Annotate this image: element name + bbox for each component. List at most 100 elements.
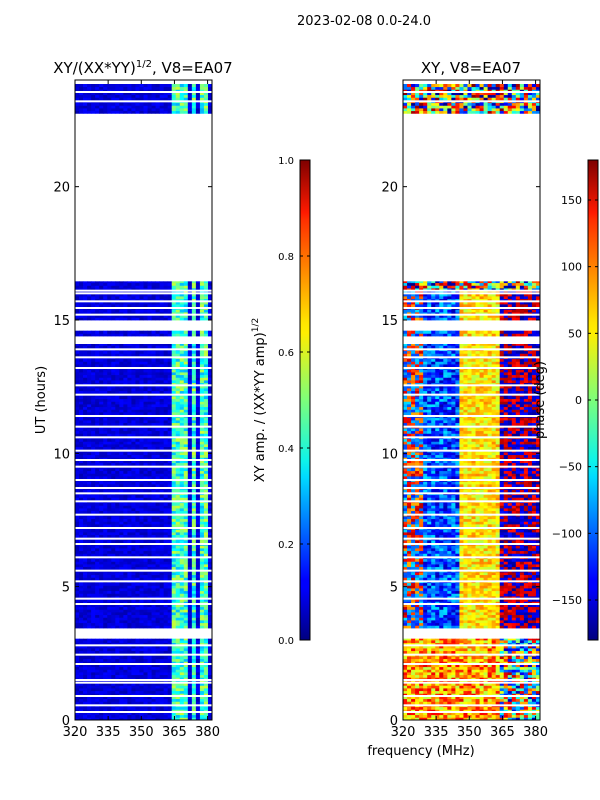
amp-heatmap-cell	[127, 369, 132, 373]
amp-heatmap-cell	[139, 417, 144, 421]
amp-heatmap-cell	[183, 508, 189, 512]
amp-heatmap-cell	[127, 377, 132, 381]
amp-heatmap-cell	[139, 612, 144, 616]
amp-heatmap-cell	[151, 377, 156, 381]
amp-heatmap-cell	[179, 666, 185, 670]
amp-heatmap-cell	[155, 656, 161, 660]
amp-heatmap-cell	[131, 462, 136, 466]
amp-heatmap-cell	[155, 666, 161, 670]
amp-heatmap-cell	[123, 433, 128, 437]
amp-heatmap-cell	[135, 406, 140, 410]
amp-heatmap-cell	[131, 516, 136, 520]
amp-heatmap-cell	[123, 358, 128, 362]
amp-heatmap-cell	[87, 685, 92, 689]
amp-heatmap-cell	[143, 614, 148, 618]
amp-heatmap-cell	[187, 333, 193, 337]
amp-heatmap-cell	[75, 309, 80, 313]
amp-heatmap-cell	[87, 582, 92, 586]
amp-heatmap-cell	[183, 550, 189, 554]
amp-heatmap-cell	[163, 524, 169, 528]
amp-heatmap-cell	[95, 672, 100, 676]
amp-heatmap-cell	[135, 666, 140, 670]
amp-heatmap-cell	[151, 566, 156, 570]
amp-heatmap-cell	[175, 441, 181, 445]
amp-heatmap-cell	[179, 674, 185, 678]
amp-heatmap-cell	[187, 494, 193, 498]
amp-heatmap-cell	[83, 574, 88, 578]
amp-heatmap-cell	[135, 680, 140, 684]
amp-heatmap-cell	[103, 374, 108, 378]
amp-heatmap-cell	[167, 396, 173, 400]
amp-heatmap-cell	[111, 598, 116, 602]
amp-heatmap-cell	[187, 642, 193, 646]
amp-heatmap-cell	[179, 344, 185, 346]
amp-heatmap-cell	[75, 553, 80, 557]
amp-heatmap-cell	[87, 534, 92, 538]
amp-heatmap-cell	[87, 344, 92, 346]
amp-heatmap-cell	[131, 333, 136, 337]
amp-heatmap-cell	[163, 709, 169, 713]
amp-heatmap-cell	[147, 484, 152, 488]
amp-heatmap-cell	[163, 372, 169, 376]
amp-heatmap-cell	[183, 462, 189, 466]
amp-heatmap-cell	[107, 510, 112, 514]
amp-heatmap-cell	[183, 304, 189, 308]
amp-heatmap-cell	[159, 656, 165, 660]
amp-heatmap-cell	[175, 548, 181, 552]
amp-heatmap-cell	[131, 550, 136, 554]
amp-heatmap-cell	[119, 612, 124, 616]
amp-heatmap-cell	[135, 614, 140, 618]
amp-heatmap-cell	[79, 709, 84, 713]
amp-heatmap-cell	[75, 304, 80, 308]
amp-heatmap-cell	[95, 304, 100, 308]
amp-heatmap-cell	[179, 312, 185, 316]
amp-heatmap-cell	[207, 412, 213, 416]
amp-heatmap-cell	[155, 460, 161, 464]
amp-heatmap-cell	[163, 690, 169, 694]
amp-heatmap-cell	[135, 709, 140, 713]
amp-heatmap-cell	[79, 669, 84, 673]
amp-heatmap-cell	[119, 598, 124, 602]
amp-heatmap-cell	[135, 364, 140, 368]
amp-heatmap-cell	[111, 446, 116, 450]
amp-heatmap-cell	[135, 454, 140, 458]
amp-heatmap-cell	[151, 548, 156, 552]
amp-heatmap-cell	[79, 582, 84, 586]
amp-heatmap-cell	[147, 369, 152, 373]
amp-heatmap-cell	[139, 516, 144, 520]
amp-heatmap-cell	[123, 685, 128, 689]
amp-heatmap-cell	[175, 524, 181, 528]
amp-heatmap-cell	[79, 572, 84, 576]
amp-heatmap-cell	[87, 345, 92, 349]
amp-heatmap-cell	[75, 518, 80, 522]
amp-heatmap-cell	[143, 680, 148, 684]
amp-heatmap-cell	[95, 470, 100, 474]
amp-heatmap-cell	[139, 494, 144, 498]
amp-heatmap-cell	[179, 682, 185, 686]
amp-heatmap-cell	[111, 564, 116, 568]
amp-heatmap-cell	[103, 468, 108, 472]
amp-heatmap-cell	[171, 361, 177, 365]
amp-heatmap-cell	[183, 382, 189, 386]
amp-heatmap-cell	[155, 680, 161, 684]
amp-heatmap-cell	[155, 473, 161, 477]
amp-heatmap-cell	[75, 666, 80, 670]
amp-heatmap-cell	[203, 564, 209, 568]
amp-heatmap-cell	[187, 505, 193, 509]
amp-heatmap-cell	[119, 462, 124, 466]
amp-heatmap-cell	[155, 685, 161, 689]
amp-heatmap-cell	[207, 553, 213, 557]
amp-heatmap-cell	[183, 601, 189, 605]
amp-heatmap-cell	[131, 672, 136, 676]
amp-heatmap-cell	[199, 696, 205, 700]
amp-heatmap-cell	[199, 717, 205, 721]
amp-heatmap-cell	[179, 505, 185, 509]
amp-heatmap-cell	[83, 377, 88, 381]
amp-heatmap-cell	[179, 638, 185, 641]
amp-heatmap-cell	[143, 596, 148, 600]
amp-heatmap-cell	[87, 438, 92, 442]
amp-heatmap-cell	[163, 561, 169, 565]
amp-heatmap-cell	[207, 593, 213, 597]
amp-heatmap-cell	[127, 566, 132, 570]
amp-heatmap-cell	[95, 664, 100, 668]
